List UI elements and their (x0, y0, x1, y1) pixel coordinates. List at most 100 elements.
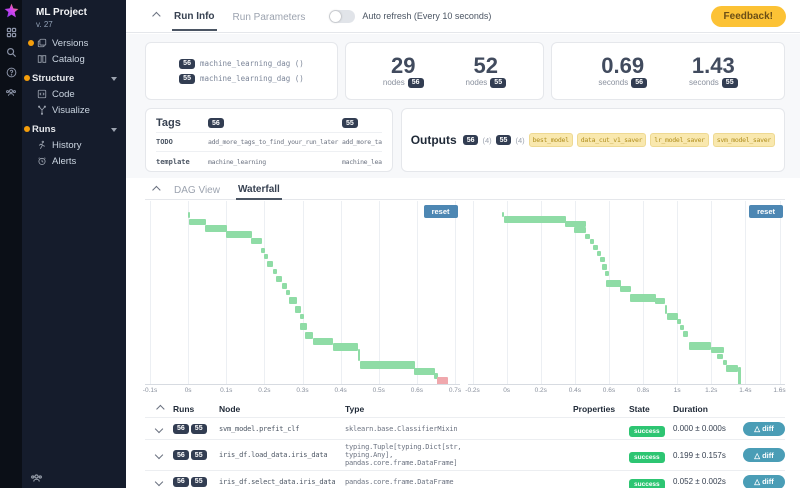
waterfall-bar[interactable] (276, 276, 282, 282)
tab-run-parameters[interactable]: Run Parameters (232, 11, 306, 23)
waterfall-bar[interactable] (333, 343, 358, 351)
reset-zoom-button[interactable]: reset (749, 205, 783, 218)
waterfall-bar[interactable] (710, 347, 724, 353)
waterfall-bar[interactable] (722, 360, 727, 365)
waterfall-bar[interactable] (599, 257, 605, 262)
diff-button[interactable]: △ diff (743, 421, 785, 436)
dag-link[interactable]: machine_learning_dag () (199, 74, 304, 83)
diff-button[interactable]: △ diff (743, 448, 785, 462)
output-tag-chip[interactable]: lr_model_saver (650, 133, 709, 147)
waterfall-bar[interactable] (358, 349, 360, 361)
waterfall-bar[interactable] (189, 219, 206, 225)
output-tag-chip[interactable]: svm_model_saver (712, 133, 775, 147)
sidebar-item-history[interactable]: History (22, 137, 126, 153)
node-count-card: 29 nodes 56 52 nodes 55 (345, 42, 544, 100)
sidebar-item-code[interactable]: Code (22, 86, 126, 102)
waterfall-bar[interactable] (654, 298, 665, 304)
waterfall-bar[interactable] (264, 254, 268, 259)
waterfall-bar[interactable] (251, 238, 262, 244)
collapse-chevron-icon[interactable] (152, 11, 161, 21)
run-badge: 56 (208, 118, 224, 128)
waterfall-bar[interactable] (313, 338, 333, 345)
waterfall-plot[interactable] (467, 201, 785, 385)
waterfall-bar[interactable] (682, 331, 688, 337)
waterfall-bar[interactable] (601, 264, 607, 270)
sidebar-item-alerts[interactable]: Alerts (22, 153, 126, 169)
collapse-chevron-icon[interactable] (152, 185, 161, 194)
waterfall-bar[interactable] (592, 245, 598, 250)
run-badge: 56 (173, 423, 189, 434)
waterfall-bar[interactable] (273, 269, 277, 274)
waterfall-bar[interactable] (286, 290, 290, 295)
waterfall-bar-failure[interactable] (437, 377, 448, 384)
axis-tick-label: 0.4s (334, 387, 347, 394)
waterfall-bar[interactable] (289, 297, 297, 304)
waterfall-bar[interactable] (596, 251, 601, 256)
waterfall-bar[interactable] (503, 216, 566, 223)
waterfall-bar[interactable] (261, 248, 265, 253)
tab-waterfall[interactable]: Waterfall (235, 180, 282, 200)
output-tag-chip[interactable]: best_model (528, 133, 573, 147)
waterfall-bar[interactable] (619, 286, 631, 292)
waterfall-bar[interactable] (604, 271, 609, 276)
dag-link[interactable]: machine_learning_dag () (199, 59, 304, 68)
run-badge: 56 (173, 476, 189, 487)
waterfall-bar[interactable] (300, 314, 304, 319)
expand-chevron-icon[interactable] (154, 477, 164, 486)
view-tabs: DAG View Waterfall (145, 180, 785, 200)
waterfall-bar[interactable] (305, 332, 313, 339)
waterfall-bar[interactable] (666, 313, 678, 320)
tab-dag-view[interactable]: DAG View (174, 184, 220, 196)
auto-refresh-toggle[interactable] (329, 9, 356, 23)
waterfall-bar[interactable] (716, 354, 723, 359)
run-badge: 55 (495, 135, 512, 145)
waterfall-bar[interactable] (282, 283, 287, 289)
waterfall-bar[interactable] (300, 323, 307, 330)
tab-run-info[interactable]: Run Info (172, 2, 217, 31)
waterfall-bar[interactable] (679, 325, 684, 330)
waterfall-bar[interactable] (584, 234, 590, 239)
waterfall-bar[interactable] (414, 368, 435, 375)
waterfall-bar[interactable] (688, 342, 711, 350)
waterfall-bar[interactable] (188, 212, 190, 218)
sidebar-item-visualize[interactable]: Visualize (22, 102, 126, 118)
waterfall-bar[interactable] (737, 367, 741, 384)
waterfall-bar[interactable] (589, 239, 594, 244)
waterfall-bar[interactable] (267, 261, 273, 267)
waterfall-bar[interactable] (226, 231, 252, 238)
waterfall-bar[interactable] (501, 212, 504, 217)
sidebar-item-catalog[interactable]: Catalog (22, 51, 126, 67)
sidebar-section-structure[interactable]: Structure (22, 71, 126, 86)
community-icon[interactable] (30, 472, 43, 484)
waterfall-bar[interactable] (573, 227, 586, 233)
collapse-chevron-icon[interactable] (156, 404, 165, 413)
waterfall-plot[interactable] (145, 201, 460, 385)
col-header-type: Type (345, 403, 365, 414)
waterfall-bar[interactable] (295, 306, 301, 313)
expand-chevron-icon[interactable] (154, 450, 164, 460)
apps-grid-icon[interactable] (6, 27, 17, 38)
waterfall-bar[interactable] (725, 365, 738, 372)
waterfall-bar[interactable] (434, 373, 438, 379)
expand-chevron-icon[interactable] (154, 424, 164, 433)
waterfall-bar[interactable] (629, 294, 656, 302)
help-icon[interactable] (6, 67, 17, 78)
waterfall-bar[interactable] (205, 225, 227, 232)
notice-dot-icon (24, 126, 30, 132)
waterfall-bar[interactable] (564, 221, 586, 227)
waterfall-bar[interactable] (676, 319, 681, 324)
node-duration: 0.199 ± 0.157s (673, 450, 726, 460)
waterfall-bar[interactable] (664, 305, 667, 314)
reset-zoom-button[interactable]: reset (423, 205, 458, 218)
gridline (540, 201, 542, 384)
output-tag-chip[interactable]: data_cut_v1_saver (576, 133, 647, 147)
search-icon[interactable] (6, 47, 17, 58)
waterfall-bar[interactable] (605, 280, 621, 287)
sidebar-item-versions[interactable]: Versions (22, 35, 126, 51)
diff-button[interactable]: △ diff (743, 474, 785, 488)
community-icon[interactable] (5, 87, 17, 98)
waterfall-bar[interactable] (360, 361, 415, 369)
node-name: iris_df.select_data.iris_data (219, 477, 336, 486)
feedback-button[interactable]: Feedback! (710, 6, 786, 27)
sidebar-section-runs[interactable]: Runs (22, 122, 126, 137)
